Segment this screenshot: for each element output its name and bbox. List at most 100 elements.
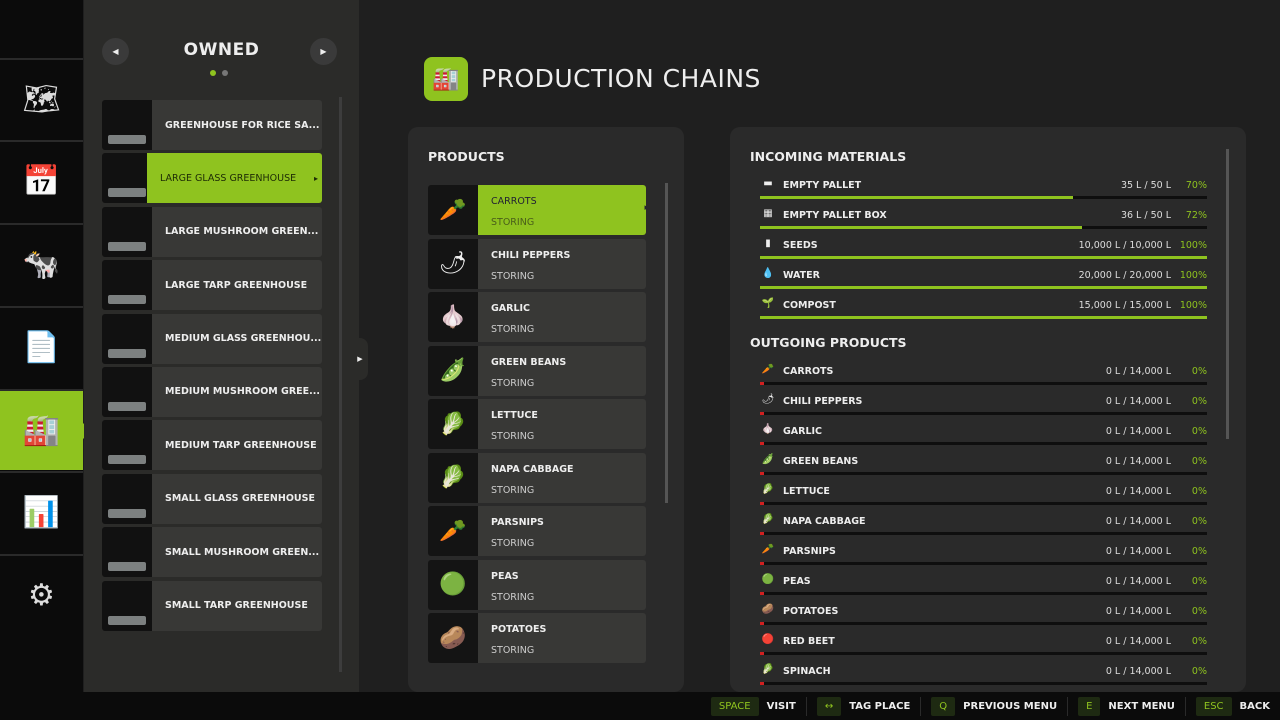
production-icon: 🏭 (22, 413, 61, 448)
material-amount: 20,000 L / 20,000 L (1078, 270, 1171, 281)
sidebar-scrollbar[interactable] (339, 97, 342, 672)
page-dot[interactable] (222, 70, 228, 76)
spinach-icon: 🥬 (761, 664, 775, 675)
material-amount: 0 L / 14,000 L (1105, 606, 1171, 617)
outgoing-row: 🥕 CARROTS 0 L / 14,000 L 0% (760, 364, 1207, 394)
material-amount: 0 L / 14,000 L (1105, 396, 1171, 407)
material-amount: 0 L / 14,000 L (1105, 486, 1171, 497)
nav-item-contracts[interactable]: 📄 (0, 306, 83, 387)
production-name: SMALL MUSHROOM GREEN... (152, 527, 322, 578)
material-name: LETTUCE (783, 486, 830, 497)
material-percent: 72% (1185, 210, 1207, 221)
product-item[interactable]: 🥕 CARROTS STORING (428, 185, 646, 235)
materials-panel: INCOMING MATERIALS OUTGOING PRODUCTS ▬ EM… (730, 127, 1246, 692)
materials-scrollbar[interactable] (1226, 149, 1229, 439)
product-info: PARSNIPS STORING (478, 506, 646, 556)
fill-bar (760, 502, 1207, 505)
fill-level (760, 682, 764, 685)
production-name: MEDIUM MUSHROOM GREE... (152, 366, 322, 417)
product-info: POTATOES STORING (478, 613, 646, 663)
product-item[interactable]: 🥔 POTATOES STORING (428, 613, 646, 663)
production-name: LARGE GLASS GREENHOUSE (147, 153, 322, 204)
material-amount: 0 L / 14,000 L (1105, 576, 1171, 587)
production-item[interactable]: LARGE TARP GREENHOUSE (102, 260, 322, 311)
material-percent: 0% (1191, 576, 1207, 587)
fill-level (760, 316, 1207, 319)
production-icon: 🏭 (424, 57, 468, 101)
outgoing-row: 🧄 GARLIC 0 L / 14,000 L 0% (760, 424, 1207, 454)
product-item[interactable]: 🧄 GARLIC STORING (428, 292, 646, 342)
fill-bar (760, 256, 1207, 259)
production-item[interactable]: MEDIUM GLASS GREENHOU... (102, 313, 322, 364)
contracts-icon: 📄 (22, 330, 61, 365)
key-hint: ESC (1195, 696, 1232, 716)
production-item[interactable]: GREENHOUSE FOR RICE SA... (102, 100, 322, 150)
material-name: CHILI PEPPERS (783, 396, 863, 407)
product-item[interactable]: 🥕 PARSNIPS STORING (428, 506, 646, 556)
key-hint: SPACE (710, 696, 759, 716)
footer-action-tag-place[interactable]: ↔ TAG PLACE (805, 696, 911, 716)
settings-icon: ⚙ (28, 578, 55, 613)
product-item[interactable]: 🥬 NAPA CABBAGE STORING (428, 452, 646, 503)
product-item[interactable]: 🟢 PEAS STORING (428, 559, 646, 610)
nav-item-calendar[interactable]: 📅 (0, 140, 83, 221)
fill-level (760, 502, 764, 505)
compost-icon: 🌱 (761, 298, 775, 309)
fill-bar (760, 196, 1207, 199)
material-percent: 100% (1179, 270, 1207, 281)
footer-action-visit[interactable]: SPACE VISIT (701, 696, 796, 716)
production-list: GREENHOUSE FOR RICE SA... LARGE GLASS GRE… (102, 100, 322, 634)
production-name: MEDIUM GLASS GREENHOU... (152, 313, 322, 364)
prev-page-button[interactable]: ◀ (102, 38, 129, 65)
material-amount: 0 L / 14,000 L (1105, 516, 1171, 527)
seeds-icon: ▮ (765, 238, 771, 249)
production-thumbnail (102, 100, 152, 150)
collapse-sidebar-button[interactable]: ▶ (352, 338, 368, 380)
nav-item-statistics[interactable]: 📊 (0, 471, 83, 552)
products-scrollbar[interactable] (665, 183, 668, 503)
empty-pallet-icon: ▬ (763, 178, 773, 189)
production-item[interactable]: LARGE GLASS GREENHOUSE (102, 153, 322, 204)
footer-action-next-menu[interactable]: E NEXT MENU (1067, 696, 1175, 716)
napa-cabbage-icon: 🥬 (428, 452, 478, 503)
production-item[interactable]: SMALL TARP GREENHOUSE (102, 580, 322, 631)
production-name: LARGE TARP GREENHOUSE (152, 260, 322, 311)
footer-action-back[interactable]: ESC BACK (1184, 696, 1270, 716)
product-name: CHILI PEPPERS (491, 249, 571, 261)
material-name: PEAS (783, 576, 811, 587)
production-item[interactable]: SMALL MUSHROOM GREEN... (102, 527, 322, 578)
incoming-row: ▮ SEEDS 10,000 L / 10,000 L 100% (760, 238, 1207, 268)
production-item[interactable]: MEDIUM MUSHROOM GREE... (102, 366, 322, 417)
product-item[interactable]: 🌶 CHILI PEPPERS STORING (428, 238, 646, 289)
page-dot[interactable] (210, 70, 216, 76)
product-item[interactable]: 🫛 GREEN BEANS STORING (428, 345, 646, 396)
nav-item-map[interactable]: 🗺 (0, 58, 83, 139)
lettuce-icon: 🥬 (761, 484, 775, 495)
fill-bar (760, 652, 1207, 655)
fill-bar (760, 532, 1207, 535)
action-label: BACK (1239, 700, 1270, 712)
material-amount: 35 L / 50 L (1120, 180, 1171, 191)
material-name: POTATOES (783, 606, 839, 617)
next-page-button[interactable]: ▶ (310, 38, 337, 65)
nav-item-animals[interactable]: 🐄 (0, 223, 83, 304)
nav-item-production[interactable]: 🏭 (0, 389, 91, 470)
material-name: EMPTY PALLET (783, 180, 862, 191)
material-name: GREEN BEANS (783, 456, 859, 467)
production-item[interactable]: LARGE MUSHROOM GREEN... (102, 206, 322, 257)
footer-action-previous-menu[interactable]: Q PREVIOUS MENU (920, 696, 1057, 716)
material-name: GARLIC (783, 426, 823, 437)
incoming-heading: INCOMING MATERIALS (750, 149, 907, 164)
production-name: SMALL TARP GREENHOUSE (152, 580, 322, 631)
action-label: VISIT (766, 700, 796, 712)
material-percent: 0% (1191, 606, 1207, 617)
product-status: STORING (491, 270, 535, 282)
products-heading: PRODUCTS (428, 149, 505, 164)
nav-item-settings[interactable]: ⚙ (0, 554, 83, 635)
material-amount: 10,000 L / 10,000 L (1078, 240, 1171, 251)
product-status: STORING (491, 217, 535, 228)
action-label: TAG PLACE (849, 700, 911, 712)
product-item[interactable]: 🥬 LETTUCE STORING (428, 399, 646, 449)
production-item[interactable]: SMALL GLASS GREENHOUSE (102, 473, 322, 524)
production-item[interactable]: MEDIUM TARP GREENHOUSE (102, 420, 322, 471)
